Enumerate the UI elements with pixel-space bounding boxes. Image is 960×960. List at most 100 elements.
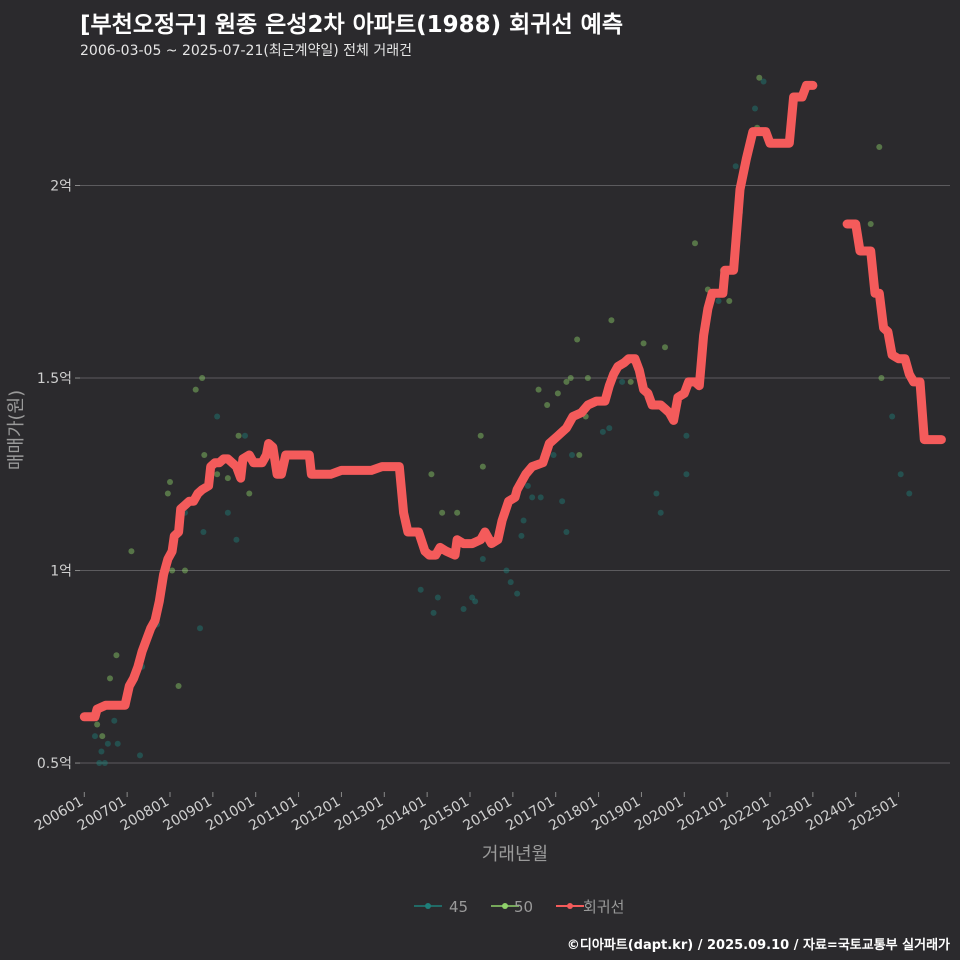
x-tick-label: 202201: [718, 794, 772, 835]
scatter-point-45: [732, 163, 739, 170]
y-axis-label: 매매가(원): [6, 390, 27, 470]
x-tick-label: 200801: [118, 794, 172, 835]
scatter-point-50: [662, 344, 668, 351]
scatter-point-45: [906, 490, 913, 497]
scatter-point-50: [584, 375, 591, 382]
chart-title: [부천오정구] 원종 은성2차 아파트(1988) 회귀선 예측: [80, 12, 623, 38]
x-tick-label: 202501: [846, 794, 900, 835]
y-tick-label: 1억: [50, 564, 72, 580]
scatter-point-45: [683, 432, 690, 439]
x-tick-label: 200901: [161, 794, 215, 835]
scatter-point-45: [472, 598, 479, 605]
regression-line: [79, 80, 818, 722]
scatter-point-45: [520, 517, 527, 524]
scatter-point-45: [224, 509, 231, 516]
scatter-point-45: [242, 432, 248, 439]
scatter-point-50: [169, 567, 176, 574]
scatter-point-45: [430, 609, 437, 616]
scatter-point-45: [599, 428, 606, 435]
scatter-point-45: [559, 498, 566, 505]
scatter-point-50: [246, 490, 253, 497]
scatter-point-50: [576, 452, 583, 459]
scatter-point-50: [608, 317, 615, 324]
scatter-point-50: [479, 463, 486, 470]
scatter-point-50: [477, 432, 484, 439]
scatter-point-50: [640, 340, 647, 347]
scatter-point-45: [889, 413, 896, 420]
x-tick-label: 201001: [203, 794, 257, 835]
scatter-point-45: [518, 532, 525, 539]
x-tick-label: 200701: [75, 794, 129, 835]
y-tick-label: 1.5억: [37, 371, 72, 387]
legend-marker: [425, 903, 431, 909]
x-tick-label: 202301: [761, 794, 815, 835]
scatter-point-45: [92, 733, 98, 740]
scatter-point-50: [876, 144, 883, 151]
regression-line-layer: [79, 80, 946, 722]
scatter-point-45: [233, 536, 240, 543]
scatter-point-50: [182, 567, 188, 574]
scatter-point-50: [454, 509, 461, 516]
scatter-point-50: [574, 336, 581, 343]
scatter-point-45: [760, 78, 767, 85]
scatter-point-45: [752, 105, 758, 112]
x-tick-label: 202001: [632, 794, 686, 835]
scatter-point-50: [164, 490, 171, 497]
scatter-point-50: [224, 475, 231, 482]
scatter-point-50: [726, 298, 733, 305]
scatter-point-50: [563, 378, 570, 385]
y-tick-label: 2억: [50, 179, 72, 195]
regression-line: [842, 219, 946, 445]
scatter-point-50: [627, 378, 634, 385]
x-tick-label: 201101: [246, 794, 300, 835]
x-tick-label: 201201: [289, 794, 343, 835]
chart-caption: ©디아파트(dapt.kr) / 2025.09.10 / 자료=국토교통부 실…: [566, 938, 950, 953]
scatter-point-45: [460, 606, 467, 613]
scatter-point-50: [235, 432, 242, 439]
scatter-point-50: [199, 375, 206, 382]
scatter-point-50: [167, 478, 173, 485]
scatter-point-45: [197, 625, 203, 632]
scatter-point-45: [653, 490, 660, 497]
x-tick-label: 202401: [803, 794, 857, 835]
y-axis-ticks: 0.5억 1억 1.5억 2억: [37, 179, 80, 772]
x-tick-label: 201301: [332, 794, 386, 835]
scatter-point-50: [535, 386, 542, 393]
legend-label: 회귀선: [583, 898, 624, 916]
scatter-point-50: [113, 652, 120, 659]
scatter-point-45: [683, 471, 690, 478]
scatter-point-45: [514, 590, 521, 597]
scatter-point-45: [529, 494, 536, 501]
scatter-point-45: [715, 298, 722, 305]
scatter-point-50: [192, 386, 199, 393]
scatter-point-45: [524, 482, 531, 489]
x-tick-label: 201501: [418, 794, 472, 835]
x-axis-ticks: 2006012007012008012009012010012011012012…: [32, 792, 901, 834]
scatter-point-50: [175, 683, 182, 690]
scatter-point-50: [567, 375, 574, 382]
chart-subtitle: 2006-03-05 ~ 2025-07-21(최근계약일) 전체 거래건: [80, 43, 412, 59]
scatter-points: [92, 74, 917, 767]
scatter-point-45: [111, 717, 118, 724]
scatter-point-50: [94, 721, 101, 728]
scatter-point-50: [128, 548, 135, 555]
scatter-point-50: [214, 471, 221, 478]
scatter-point-50: [756, 74, 763, 81]
x-tick-label: 201601: [461, 794, 515, 835]
scatter-point-45: [434, 594, 441, 601]
scatter-point-45: [619, 378, 626, 385]
grid-layer: [80, 185, 950, 764]
legend-marker: [567, 903, 573, 909]
x-tick-label: 201401: [375, 794, 429, 835]
x-tick-label: 201901: [589, 794, 643, 835]
scatter-point-45: [200, 529, 207, 536]
scatter-point-45: [563, 529, 570, 536]
scatter-point-45: [98, 748, 105, 755]
x-tick-label: 201701: [503, 794, 557, 835]
scatter-point-50: [99, 733, 106, 740]
scatter-point-50: [428, 471, 435, 478]
scatter-point-50: [439, 509, 446, 516]
scatter-point-50: [554, 390, 561, 397]
scatter-point-45: [469, 594, 476, 601]
scatter-point-45: [503, 567, 510, 574]
